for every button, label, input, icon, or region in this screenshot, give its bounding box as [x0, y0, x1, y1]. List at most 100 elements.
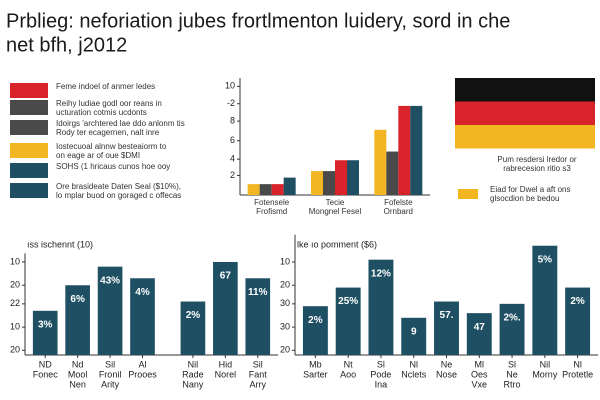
bar: [386, 151, 399, 195]
y-tick-label: 10: [225, 81, 235, 91]
x-tick-label: Aoo: [340, 369, 356, 379]
legend-text: Ore brasideate Daten Seal ($10%),: [56, 182, 181, 191]
legend-swatch: [10, 120, 48, 135]
bar: [347, 160, 359, 195]
bar-label: 43%: [100, 275, 120, 286]
y-tick-label: 4: [230, 154, 235, 164]
bar: [323, 171, 335, 195]
x-tick-label: Protetle: [562, 369, 593, 379]
bar: [410, 105, 423, 195]
bar: [245, 278, 271, 355]
bar: [532, 245, 558, 355]
legend-swatch: [10, 100, 48, 115]
y-tick-label: 2: [230, 170, 235, 180]
bar-label: 5%: [538, 254, 553, 265]
x-tick-label: Morny: [532, 369, 558, 379]
bar: [213, 262, 238, 355]
bar: [65, 285, 90, 355]
x-tick-label: Nt: [344, 359, 353, 369]
y-tick-label: 20: [280, 280, 290, 290]
x-tick-label: Oes: [471, 369, 488, 379]
bar: [130, 278, 155, 355]
bar: [398, 105, 411, 195]
bar: [374, 129, 387, 195]
legend-text: Rody ter ecagernen, nalt inre: [56, 128, 160, 137]
bar: [247, 184, 260, 195]
legend-text: SOHS (1 hricaus cunos hoe ooy: [56, 162, 170, 171]
title-line: Prblieg: neforiation jubes frortlmenton …: [6, 10, 510, 32]
x-tick-label: Sil: [105, 359, 115, 369]
y-tick-label: 10: [10, 321, 20, 331]
bar: [271, 184, 284, 195]
legend-text: Iostecuoal alnnw besteaiorm to: [56, 142, 167, 151]
x-tick-label: Pode: [370, 369, 391, 379]
note-text: glsocdion be bedou: [490, 194, 559, 203]
flag-stripe: [455, 125, 595, 149]
x-tick-label: Nl: [573, 359, 582, 369]
y-tick-label: 20: [10, 345, 20, 355]
bar: [401, 317, 427, 355]
x-tick-label: Nl: [409, 359, 418, 369]
y-tick-label: 30: [280, 298, 290, 308]
bar-label: 2%: [186, 310, 201, 321]
x-tick-label: Fronil: [99, 369, 122, 379]
x-tick-label: Nil: [540, 359, 551, 369]
x-tick-label: Nen: [69, 379, 86, 389]
y-tick-label: 6: [230, 135, 235, 145]
x-tick-label: Sarter: [303, 369, 328, 379]
bar: [335, 160, 347, 195]
bar-label: 6%: [70, 294, 85, 305]
bar: [335, 287, 361, 355]
x-tick-label: Nose: [436, 369, 457, 379]
legend-text: on eage ar of oue $DMI: [56, 151, 140, 160]
bar-label: 47: [474, 322, 486, 333]
bar-label: 3%: [38, 319, 53, 330]
bar-label: 57.: [440, 310, 454, 321]
bar-label: 67: [220, 271, 232, 282]
x-tick-label: Mool: [68, 369, 88, 379]
bar-label: 12%: [371, 268, 391, 279]
bar-label: 11%: [248, 287, 268, 298]
y-tick-label: 30: [280, 321, 290, 331]
x-tick-label: Nd: [72, 359, 84, 369]
note-swatch: [458, 189, 478, 199]
x-tick-label: Fonec: [33, 369, 59, 379]
flag-stripe: [455, 101, 595, 125]
x-tick-label: Al: [138, 359, 146, 369]
x-tick-label: Nclets: [401, 369, 427, 379]
y-tick-label: 10: [10, 256, 20, 266]
x-tick-label: Ne: [506, 369, 518, 379]
x-tick-label: Vxe: [472, 379, 488, 389]
bar: [434, 301, 459, 355]
x-tick-label: Arity: [101, 379, 120, 389]
bar: [368, 259, 394, 355]
y-tick-label: 22: [10, 298, 20, 308]
legend-text: Idoirgs 'archtered lae ddo anlonm tis: [56, 119, 185, 128]
bar: [311, 171, 323, 195]
y-tick-label: 10: [280, 256, 290, 266]
chart-title: lke ıo pomment ($6): [297, 239, 377, 249]
bar: [565, 287, 591, 355]
x-tick-label: Mb: [309, 359, 322, 369]
chart-title: ıss ischennt (10): [27, 239, 93, 249]
legend-swatch: [10, 183, 48, 198]
legend-text: ucturation cotmis ucdonts: [56, 108, 147, 117]
y-tick-label: -2: [227, 98, 235, 108]
flag-caption: rabrecesion ritio s3: [503, 164, 571, 173]
legend-swatch: [10, 163, 48, 178]
note-text: Eiad for Dwel a aft ons: [490, 185, 570, 194]
x-tick-label: Fant: [249, 369, 268, 379]
x-tick-label: Nil: [188, 359, 199, 369]
bar-label: 4%: [135, 287, 150, 298]
bar-label: 25%: [338, 296, 358, 307]
bar: [302, 306, 328, 355]
x-tick-label: Rade: [182, 369, 204, 379]
title-line: net bfh, j2012: [6, 34, 127, 56]
legend-swatch: [10, 83, 48, 98]
y-tick-label: 20: [280, 345, 290, 355]
bar: [283, 177, 296, 195]
x-tick-label: Tecie: [326, 198, 345, 207]
y-tick-label: 8: [230, 115, 235, 125]
x-tick-label: Ina: [375, 379, 388, 389]
